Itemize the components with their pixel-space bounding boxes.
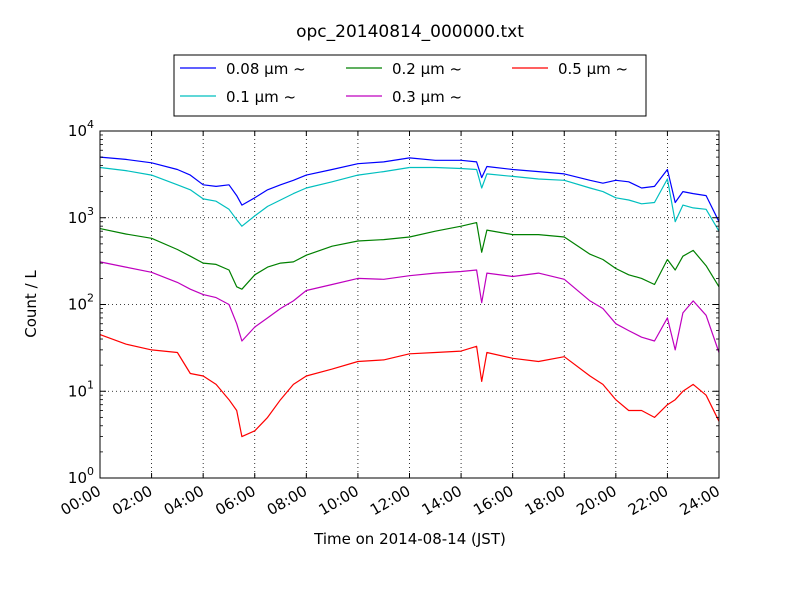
series-line	[99, 166, 720, 232]
legend-label: 0.3 μm ~	[392, 88, 462, 106]
legend-label: 0.1 μm ~	[226, 88, 296, 106]
x-axis-title: Time on 2014-08-14 (JST)	[313, 530, 506, 548]
series-line	[99, 156, 720, 222]
y-axis-title: Count / L	[22, 270, 40, 338]
series-line	[99, 222, 720, 290]
legend-label: 0.08 μm ~	[226, 60, 306, 78]
series-line	[99, 334, 720, 438]
legend-label: 0.2 μm ~	[392, 60, 462, 78]
legend-box	[173, 54, 647, 117]
legend-label: 0.5 μm ~	[558, 60, 628, 78]
series-layer	[99, 156, 720, 438]
ticks-layer	[99, 130, 720, 479]
chart-title: opc_20140814_000000.txt	[296, 22, 524, 42]
legend: 0.08 μm ~ 0.1 μm ~ 0.2 μm ~ 0.3 μm ~ 0.5 μm …	[173, 54, 647, 117]
series-line	[99, 261, 720, 353]
